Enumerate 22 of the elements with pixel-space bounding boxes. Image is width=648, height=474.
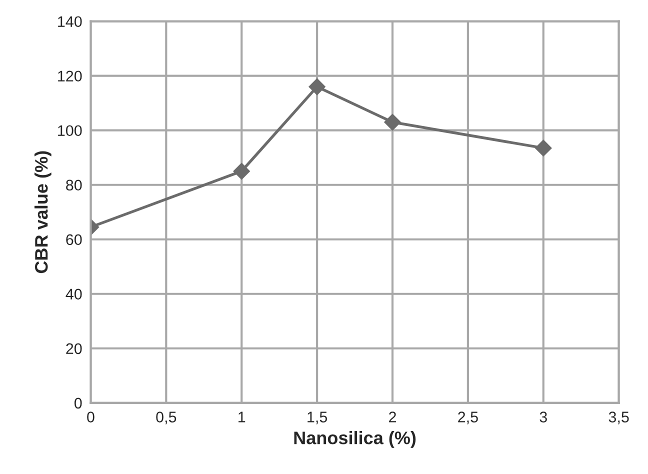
y-axis-title: CBR value (%) [34,151,52,274]
y-tick-label: 0 [74,398,82,409]
x-tick-label: 1,5 [308,412,328,424]
point [384,114,401,131]
y-tick-label: 100 [58,125,82,136]
x-tick-label: 3,5 [608,412,629,424]
y-tick-label: 60 [66,234,82,246]
y-tick-label: 140 [58,16,82,28]
x-tick-label: 2 [389,412,396,422]
point [233,162,250,180]
y-tick-label: 80 [66,180,82,191]
x-tick-label: 3 [540,412,547,422]
y-tick-label: 40 [66,288,82,300]
y-tick-label: 20 [66,343,82,354]
x-tick-label: 2,5 [458,412,478,424]
y-tick-label: 120 [58,70,82,82]
point [308,78,326,96]
point [535,140,552,156]
x-tick-label: 0 [87,412,94,422]
x-tick-label: 1 [238,412,246,422]
x-tick-label: 0,5 [156,412,176,424]
x-axis-title: Nanosilica (%) [294,431,416,448]
